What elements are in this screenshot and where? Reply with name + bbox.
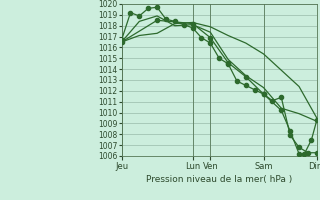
X-axis label: Pression niveau de la mer( hPa ): Pression niveau de la mer( hPa )	[146, 175, 292, 184]
